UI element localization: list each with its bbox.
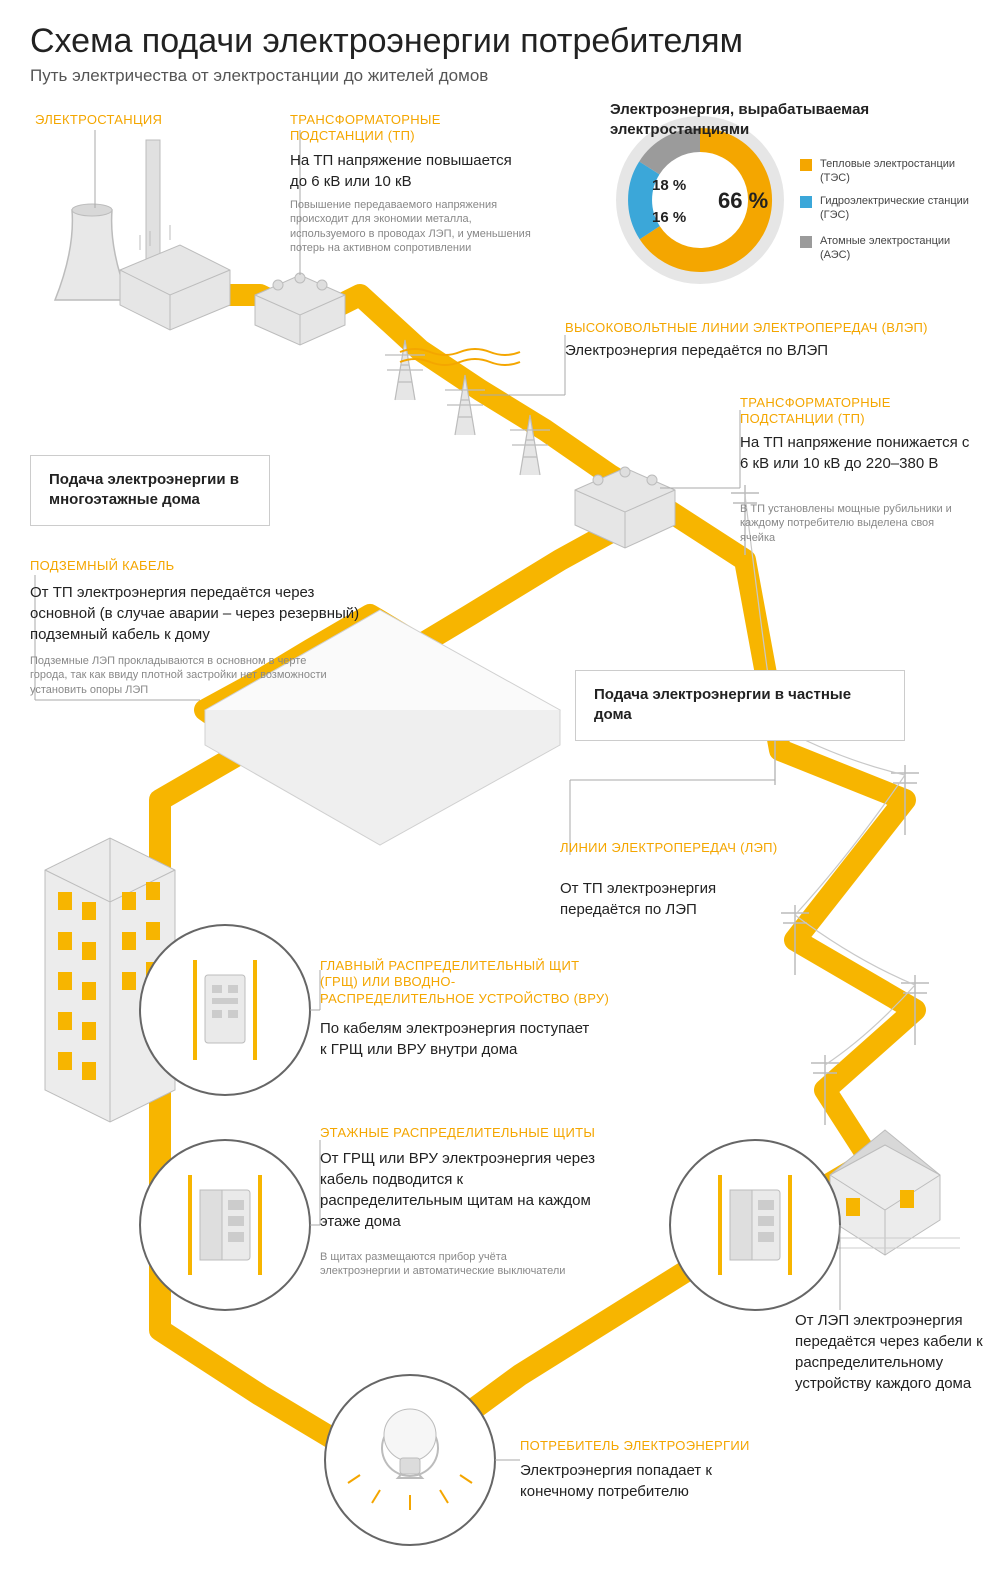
body-cable: От ТП электроэнергия передаётся через ос… [30, 582, 360, 645]
legend-hydro: Гидроэлектрические станции (ГЭС) [800, 195, 980, 223]
label-tp-down: ТРАНСФОРМАТОРНЫЕ ПОДСТАНЦИИ (ТП) [740, 395, 950, 428]
label-vlep: ВЫСОКОВОЛЬТНЫЕ ЛИНИИ ЭЛЕКТРОПЕРЕДАЧ (ВЛЭ… [565, 320, 965, 336]
private-panel-inset [670, 1140, 840, 1310]
body-consumer: Электроэнергия попадает к конечному потр… [520, 1460, 780, 1502]
svg-text:66 %: 66 % [718, 188, 768, 213]
body-vlep: Электроэнергия передаётся по ВЛЭП [565, 340, 925, 361]
body-grsch: По кабелям электроэнергия поступает к ГР… [320, 1018, 600, 1060]
body-private-dist: От ЛЭП электроэнергия передаётся через к… [795, 1310, 985, 1394]
callout-private: Подача электроэнергии в частные дома [575, 670, 905, 741]
svg-text:16 %: 16 % [652, 209, 686, 226]
body-lep: От ТП электроэнергия передаётся по ЛЭП [560, 878, 780, 920]
swatch-icon [800, 196, 812, 208]
legend-nuclear: Атомные электростанции (АЭС) [800, 235, 980, 263]
legend-label: Тепловые электростанции (ТЭС) [820, 158, 980, 186]
label-tp-up: ТРАНСФОРМАТОРНЫЕ ПОДСТАНЦИИ (ТП) [290, 112, 500, 145]
label-plant: ЭЛЕКТРОСТАНЦИЯ [35, 112, 162, 128]
label-floor-panel: ЭТАЖНЫЕ РАСПРЕДЕЛИТЕЛЬНЫЕ ЩИТЫ [320, 1125, 640, 1141]
turbine-hall-icon [120, 245, 230, 330]
body-floor-panel: От ГРЩ или ВРУ электроэнергия через кабе… [320, 1148, 600, 1232]
note-tp-down: В ТП установлены мощные рубильники и каж… [740, 502, 960, 545]
grsch-inset [140, 925, 310, 1095]
label-grsch: ГЛАВНЫЙ РАСПРЕДЕЛИТЕЛЬНЫЙ ЩИТ (ГРЩ) ИЛИ … [320, 958, 610, 1007]
svg-text:18 %: 18 % [652, 177, 686, 194]
swatch-icon [800, 236, 812, 248]
note-cable: Подземные ЛЭП прокладываются в основном … [30, 654, 330, 697]
label-cable: ПОДЗЕМНЫЙ КАБЕЛЬ [30, 558, 175, 574]
smokestack-icon [146, 140, 160, 270]
note-tp-up: Повышение передаваемого напряжения проис… [290, 198, 540, 255]
legend-label: Гидроэлектрические станции (ГЭС) [820, 195, 980, 223]
body-tp-up: На ТП напряжение повышается до 6 кВ или … [290, 150, 520, 192]
floor-panel-inset [140, 1140, 310, 1310]
lightbulb-inset [325, 1375, 495, 1545]
substation-up-icon [255, 273, 345, 345]
callout-multi: Подача электроэнергии в многоэтажные дом… [30, 455, 270, 526]
donut-title: Электроэнергия, вырабатываемая электрост… [610, 100, 910, 139]
infographic-canvas: Схема подачи электроэнергии потребителям… [0, 0, 997, 1588]
note-floor-panel: В щитах размещаются прибор учёта электро… [320, 1250, 590, 1279]
cooling-tower-icon [55, 210, 129, 300]
body-tp-down: На ТП напряжение понижается с 6 кВ или 1… [740, 432, 970, 474]
label-lep: ЛИНИИ ЭЛЕКТРОПЕРЕДАЧ (ЛЭП) [560, 840, 780, 856]
legend-thermal: Тепловые электростанции (ТЭС) [800, 158, 980, 186]
swatch-icon [800, 159, 812, 171]
legend-label: Атомные электростанции (АЭС) [820, 235, 980, 263]
label-consumer: ПОТРЕБИТЕЛЬ ЭЛЕКТРОЭНЕРГИИ [520, 1438, 800, 1454]
